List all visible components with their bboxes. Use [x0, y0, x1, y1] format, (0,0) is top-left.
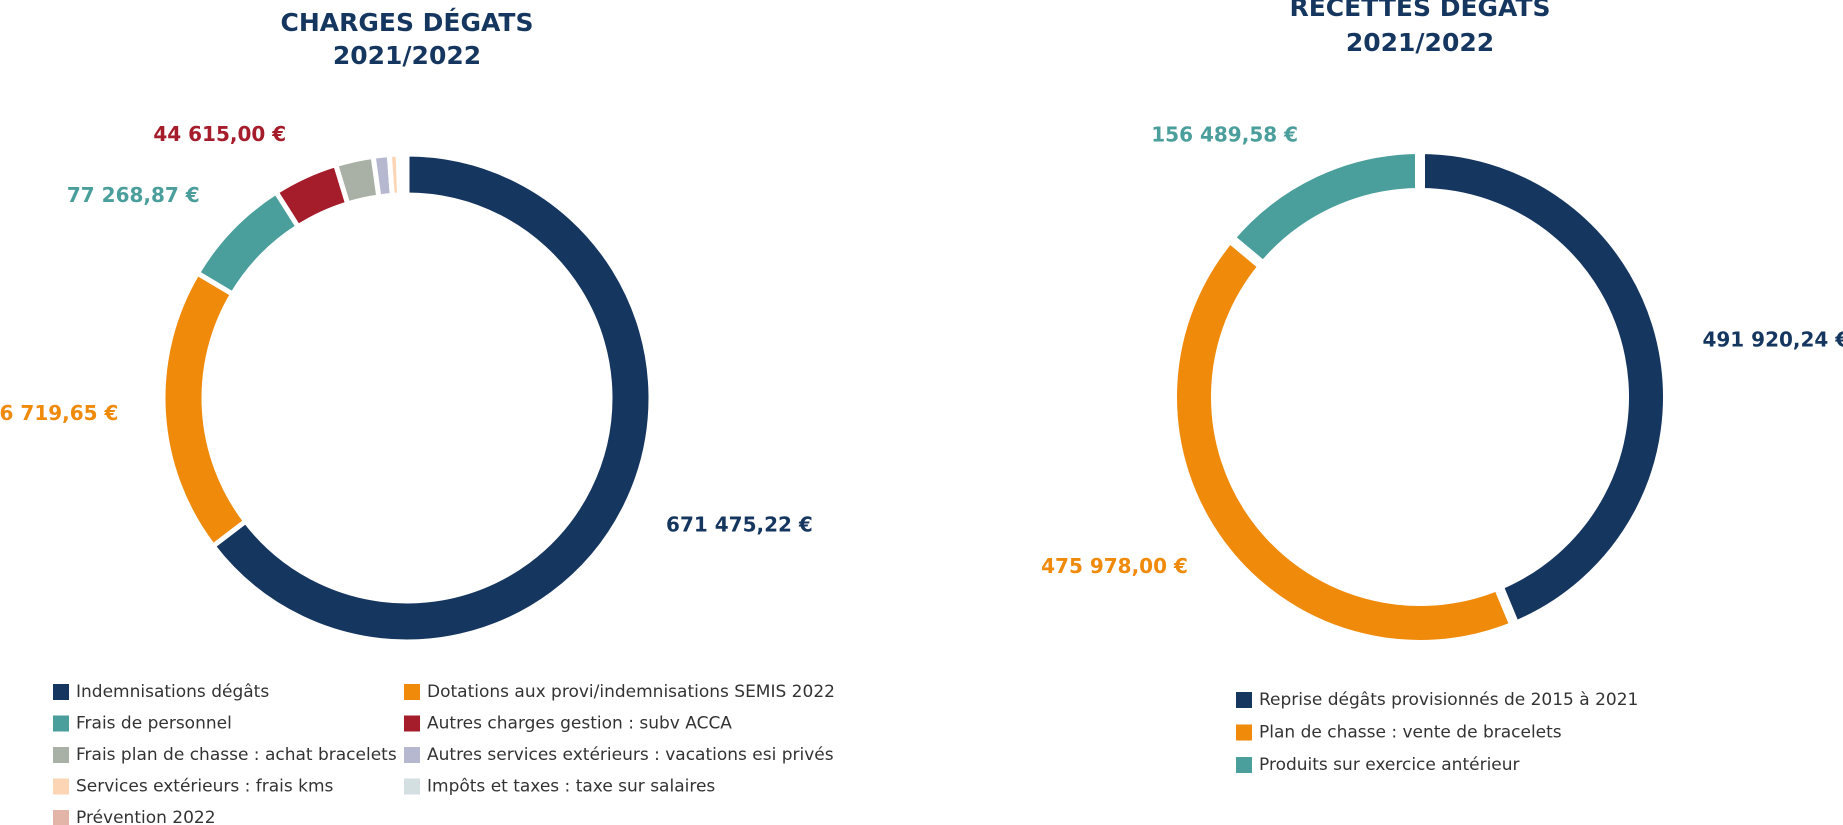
- legend-swatch: [404, 747, 420, 763]
- legend-label: Autres services extérieurs : vacations e…: [427, 745, 834, 765]
- donut-segment: [1415, 143, 1673, 633]
- legend-label: Frais de personnel: [76, 714, 232, 734]
- donut-segment: [1167, 230, 1522, 650]
- legend-swatch: [1236, 724, 1252, 741]
- data-label: 475 978,00 €: [1041, 554, 1188, 578]
- legend-swatch: [1236, 692, 1252, 708]
- chart-subtitle: 2021/2022: [1346, 28, 1494, 57]
- data-label: 196 719,65 €: [0, 401, 118, 425]
- legend-label: Services extérieurs : frais kms: [76, 777, 334, 797]
- legend-swatch: [404, 715, 420, 732]
- legend-label: Reprise dégâts provisionnés de 2015 à 20…: [1259, 690, 1638, 710]
- legend-label: Plan de chasse : vente de bracelets: [1259, 723, 1562, 743]
- donut-segment: [209, 151, 654, 645]
- data-label: 491 920,24 €: [1702, 327, 1843, 351]
- legend-swatch: [404, 684, 420, 700]
- chart-subtitle: 2021/2022: [333, 41, 481, 70]
- donut-segment: [160, 269, 250, 550]
- legend-label: Produits sur exercice antérieur: [1259, 755, 1520, 775]
- donut-segment: [1222, 143, 1425, 274]
- legend-label: Impôts et taxes : taxe sur salaires: [427, 777, 715, 797]
- legend-label: Prévention 2022: [76, 808, 216, 825]
- legend-label: Autres charges gestion : subv ACCA: [427, 714, 732, 734]
- legend-swatch: [53, 810, 69, 825]
- data-label: 671 475,22 €: [666, 513, 813, 537]
- legend-swatch: [53, 747, 69, 763]
- donut-segment: [400, 151, 410, 198]
- legend-label: Indemnisations dégâts: [76, 682, 269, 702]
- legend-swatch: [53, 684, 69, 700]
- legend-swatch: [404, 778, 420, 795]
- chart-title: RECETTES DÉGATS: [1289, 0, 1550, 22]
- legend-swatch: [1236, 757, 1252, 773]
- data-label: 77 268,87 €: [67, 183, 200, 207]
- legend-label: Dotations aux provi/indemnisations SEMIS…: [427, 682, 835, 702]
- chart-title: CHARGES DÉGATS: [281, 8, 534, 37]
- legend-swatch: [53, 715, 69, 732]
- legend-label: Frais plan de chasse : achat bracelets: [76, 745, 397, 765]
- legend-swatch: [53, 778, 69, 795]
- data-label: 156 489,58 €: [1151, 123, 1298, 147]
- data-label: 44 615,00 €: [153, 122, 286, 146]
